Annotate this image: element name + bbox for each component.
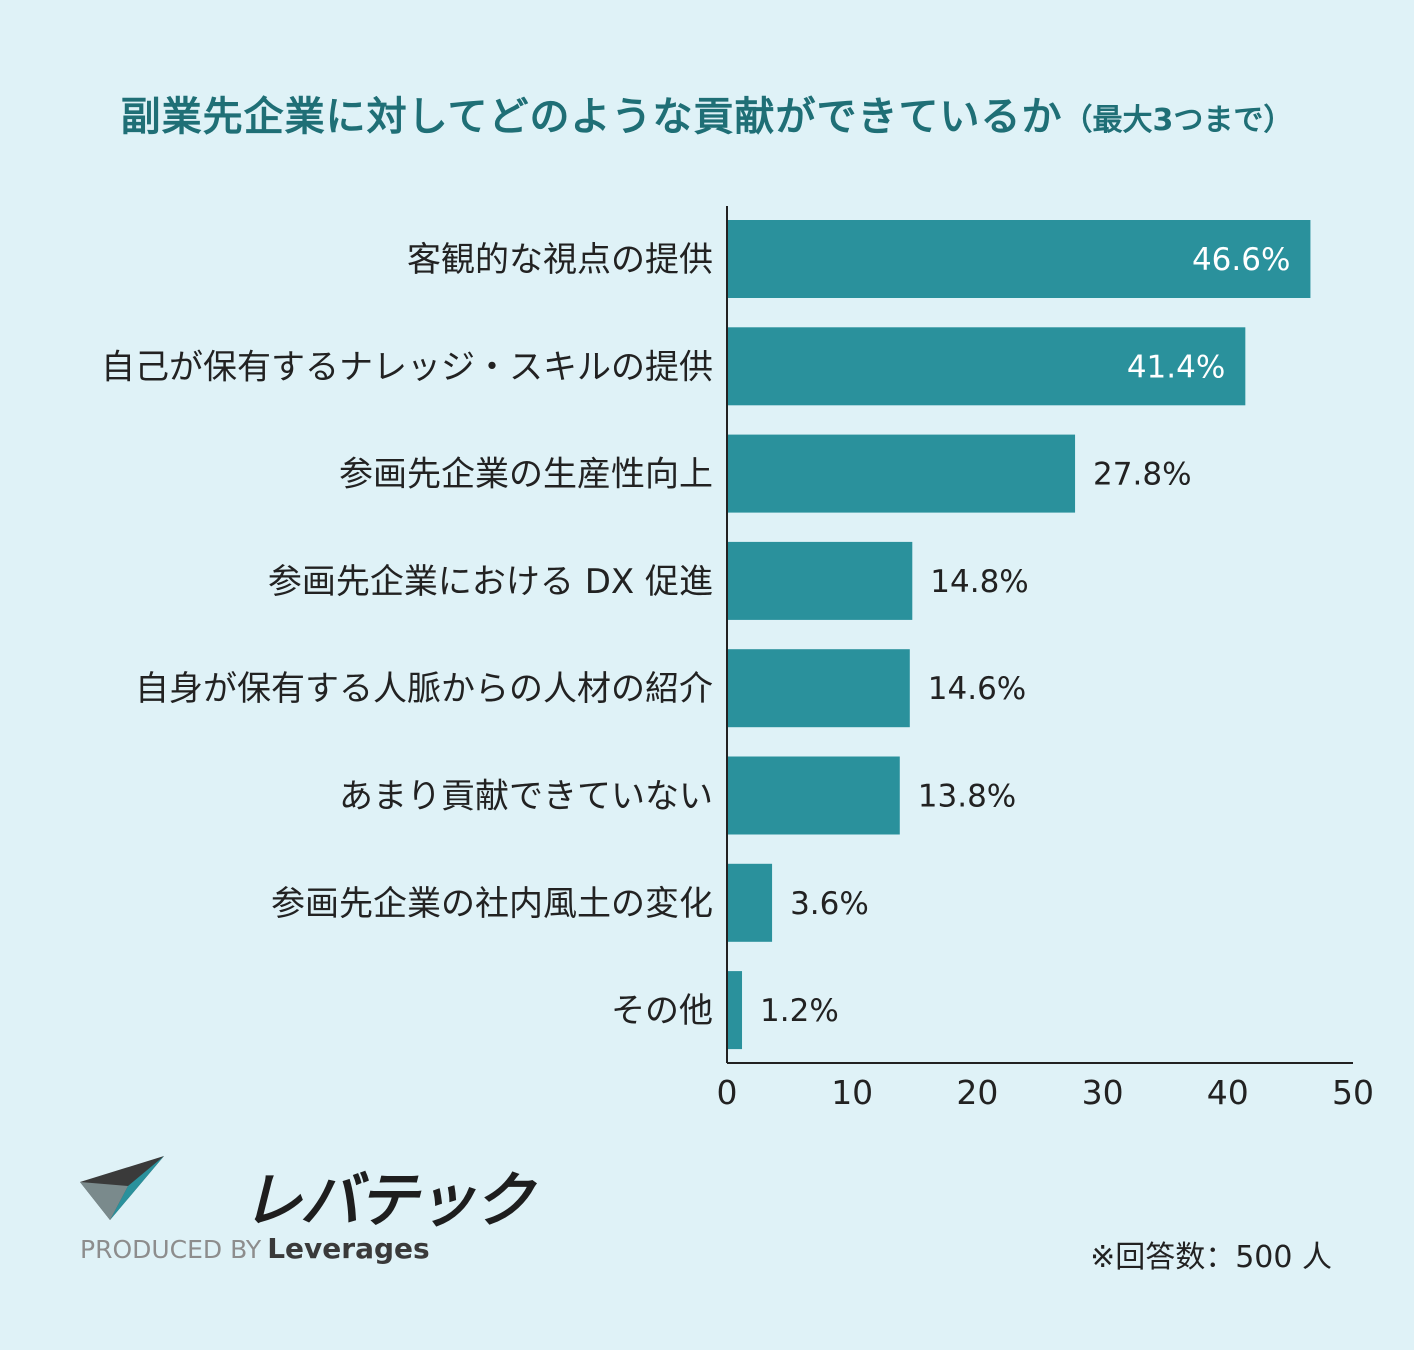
value-label-0: 46.6%: [1192, 242, 1290, 278]
chart-title-sub: （最大3つまで）: [1062, 103, 1294, 138]
x-tick-label-5: 50: [1332, 1073, 1374, 1112]
brand-name: Leverages: [267, 1232, 430, 1265]
category-label-5: あまり貢献できていない: [339, 777, 713, 817]
bar-5: [727, 756, 900, 835]
value-label-6: 3.6%: [790, 886, 869, 922]
x-tick-label-1: 10: [831, 1073, 873, 1112]
x-tick-label-0: 0: [717, 1073, 738, 1112]
bar-2: [727, 434, 1076, 513]
category-label-3: 参画先企業における DX 促進: [268, 562, 713, 602]
value-label-2: 27.8%: [1093, 457, 1191, 493]
category-label-7: その他: [611, 991, 713, 1031]
bar-3: [727, 541, 913, 620]
x-tick-label-2: 20: [956, 1073, 998, 1112]
category-label-4: 自身が保有する人脈からの人材の紹介: [135, 669, 713, 709]
bar-0: [727, 220, 1311, 298]
logo-name: レバテック: [242, 1166, 534, 1236]
value-label-4: 14.6%: [928, 671, 1026, 707]
bar-7: [727, 971, 743, 1050]
levtech-logo: レバテック PRODUCED BY Leverages: [80, 1152, 534, 1272]
bar-chart: 客観的な視点の提供 46.6% 自己が保有するナレッジ・スキルの提供 41.4% 参画先…: [101, 206, 1374, 1112]
bar-1: [727, 327, 1246, 406]
bar-4: [727, 649, 910, 728]
category-label-6: 参画先企業の社内風土の変化: [271, 884, 713, 924]
bar-6: [727, 863, 773, 942]
produced-by-line: PRODUCED BY Leverages: [80, 1232, 430, 1265]
category-label-2: 参画先企業の生産性向上: [339, 455, 713, 495]
chart-title: 副業先企業に対してどのような貢献ができているか（最大3つまで）: [0, 84, 1414, 142]
produced-by-text: PRODUCED BY: [80, 1235, 262, 1264]
x-tick-label-3: 30: [1082, 1073, 1124, 1112]
category-label-1: 自己が保有するナレッジ・スキルの提供: [101, 347, 713, 387]
value-label-1: 41.4%: [1127, 349, 1225, 385]
x-tick-label-4: 40: [1207, 1073, 1249, 1112]
value-label-5: 13.8%: [918, 779, 1016, 815]
response-count-note: ※回答数：500 人: [1090, 1240, 1332, 1275]
chart-title-main: 副業先企業に対してどのような貢献ができているか: [120, 94, 1063, 140]
value-label-7: 1.2%: [760, 993, 839, 1029]
value-label-3: 14.8%: [930, 564, 1028, 600]
category-label-0: 客観的な視点の提供: [407, 240, 713, 280]
logo-mark-icon: [80, 1156, 164, 1220]
